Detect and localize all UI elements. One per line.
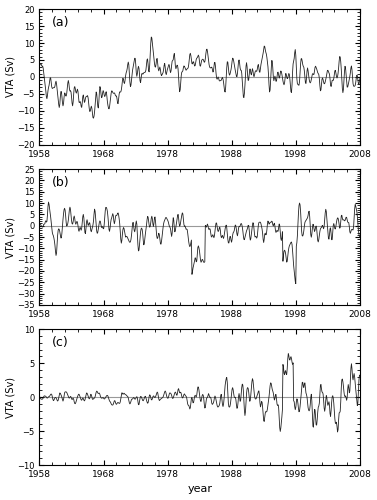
Y-axis label: VTA (Sv): VTA (Sv) [6,56,16,98]
Y-axis label: VTA (Sv): VTA (Sv) [6,216,15,258]
Text: (b): (b) [52,176,70,189]
Text: (c): (c) [52,336,69,349]
Y-axis label: VTA (Sv): VTA (Sv) [6,376,16,418]
Text: (a): (a) [52,16,70,29]
X-axis label: year: year [187,484,212,494]
